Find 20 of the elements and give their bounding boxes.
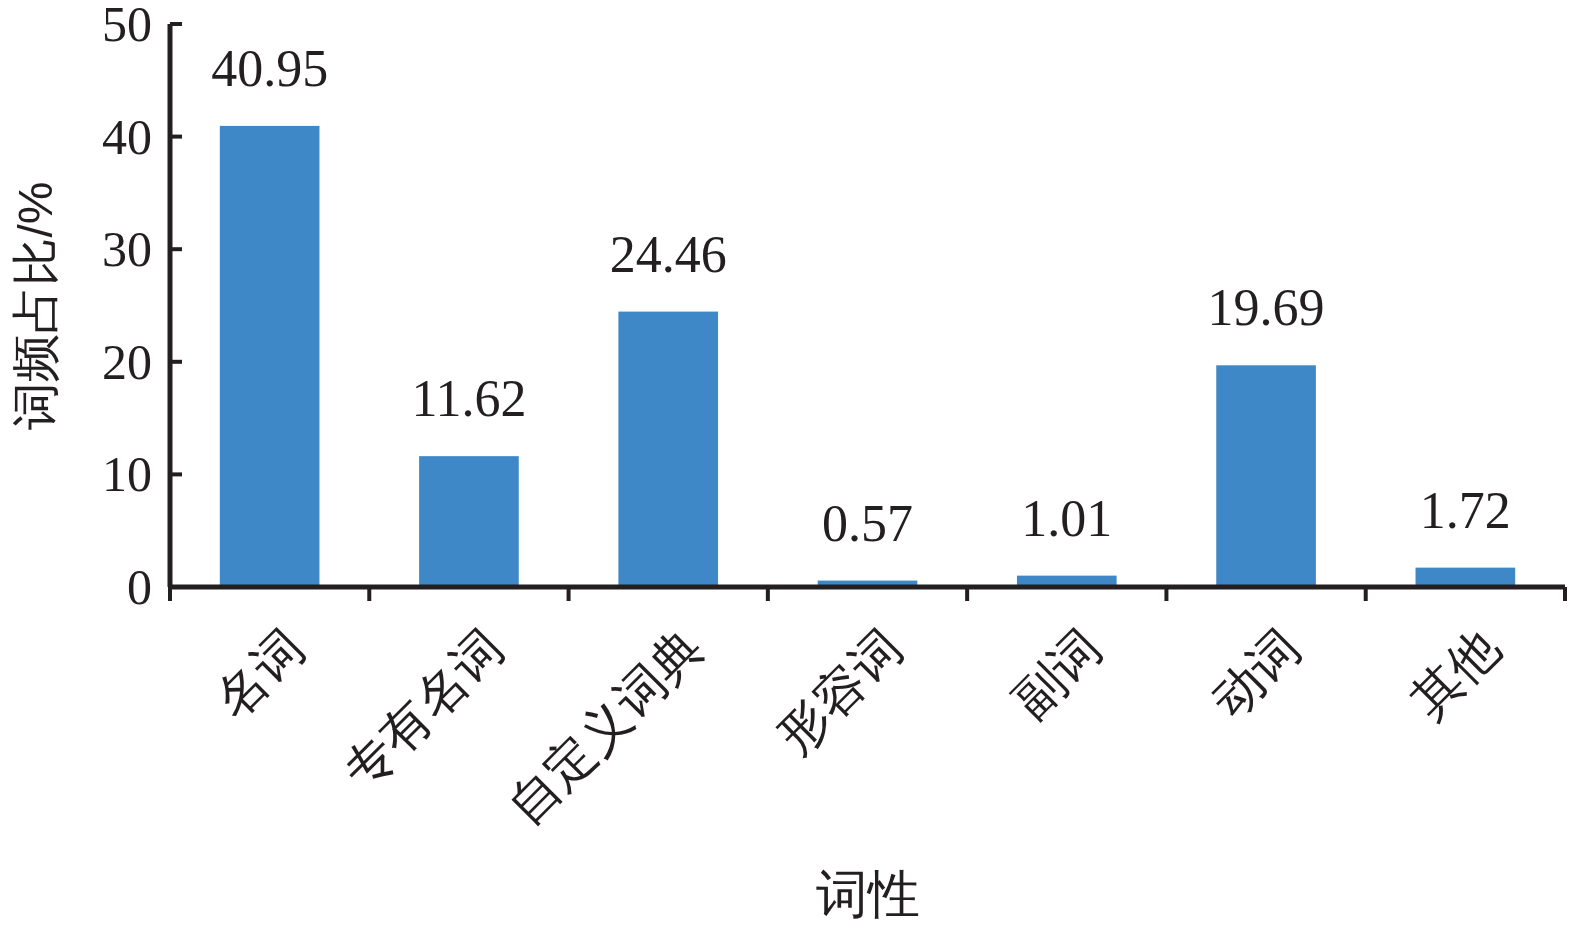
data-label: 0.57: [822, 494, 913, 552]
data-label: 40.95: [211, 39, 329, 97]
x-axis-title: 词性: [815, 865, 920, 923]
y-tick-label: 20: [102, 333, 152, 390]
x-tick-label: 动词: [1201, 618, 1312, 729]
y-tick-label: 10: [102, 446, 152, 503]
data-label: 1.01: [1021, 489, 1113, 547]
y-tick-label: 30: [102, 221, 152, 278]
data-label: 19.69: [1207, 279, 1325, 337]
y-tick-label: 50: [102, 0, 152, 52]
x-tick-label: 其他: [1400, 618, 1511, 729]
data-label: 1.72: [1419, 481, 1511, 539]
data-label: 24.46: [609, 225, 727, 283]
x-tick-label: 名词: [204, 618, 315, 729]
x-tick-label: 形容词: [767, 618, 913, 765]
y-axis-title: 词频占比/%: [9, 181, 62, 430]
y-tick-label: 0: [127, 559, 152, 615]
y-tick-label: 40: [102, 108, 152, 165]
x-tick-label: 副词: [1001, 618, 1113, 729]
data-label: 11.62: [411, 370, 527, 428]
